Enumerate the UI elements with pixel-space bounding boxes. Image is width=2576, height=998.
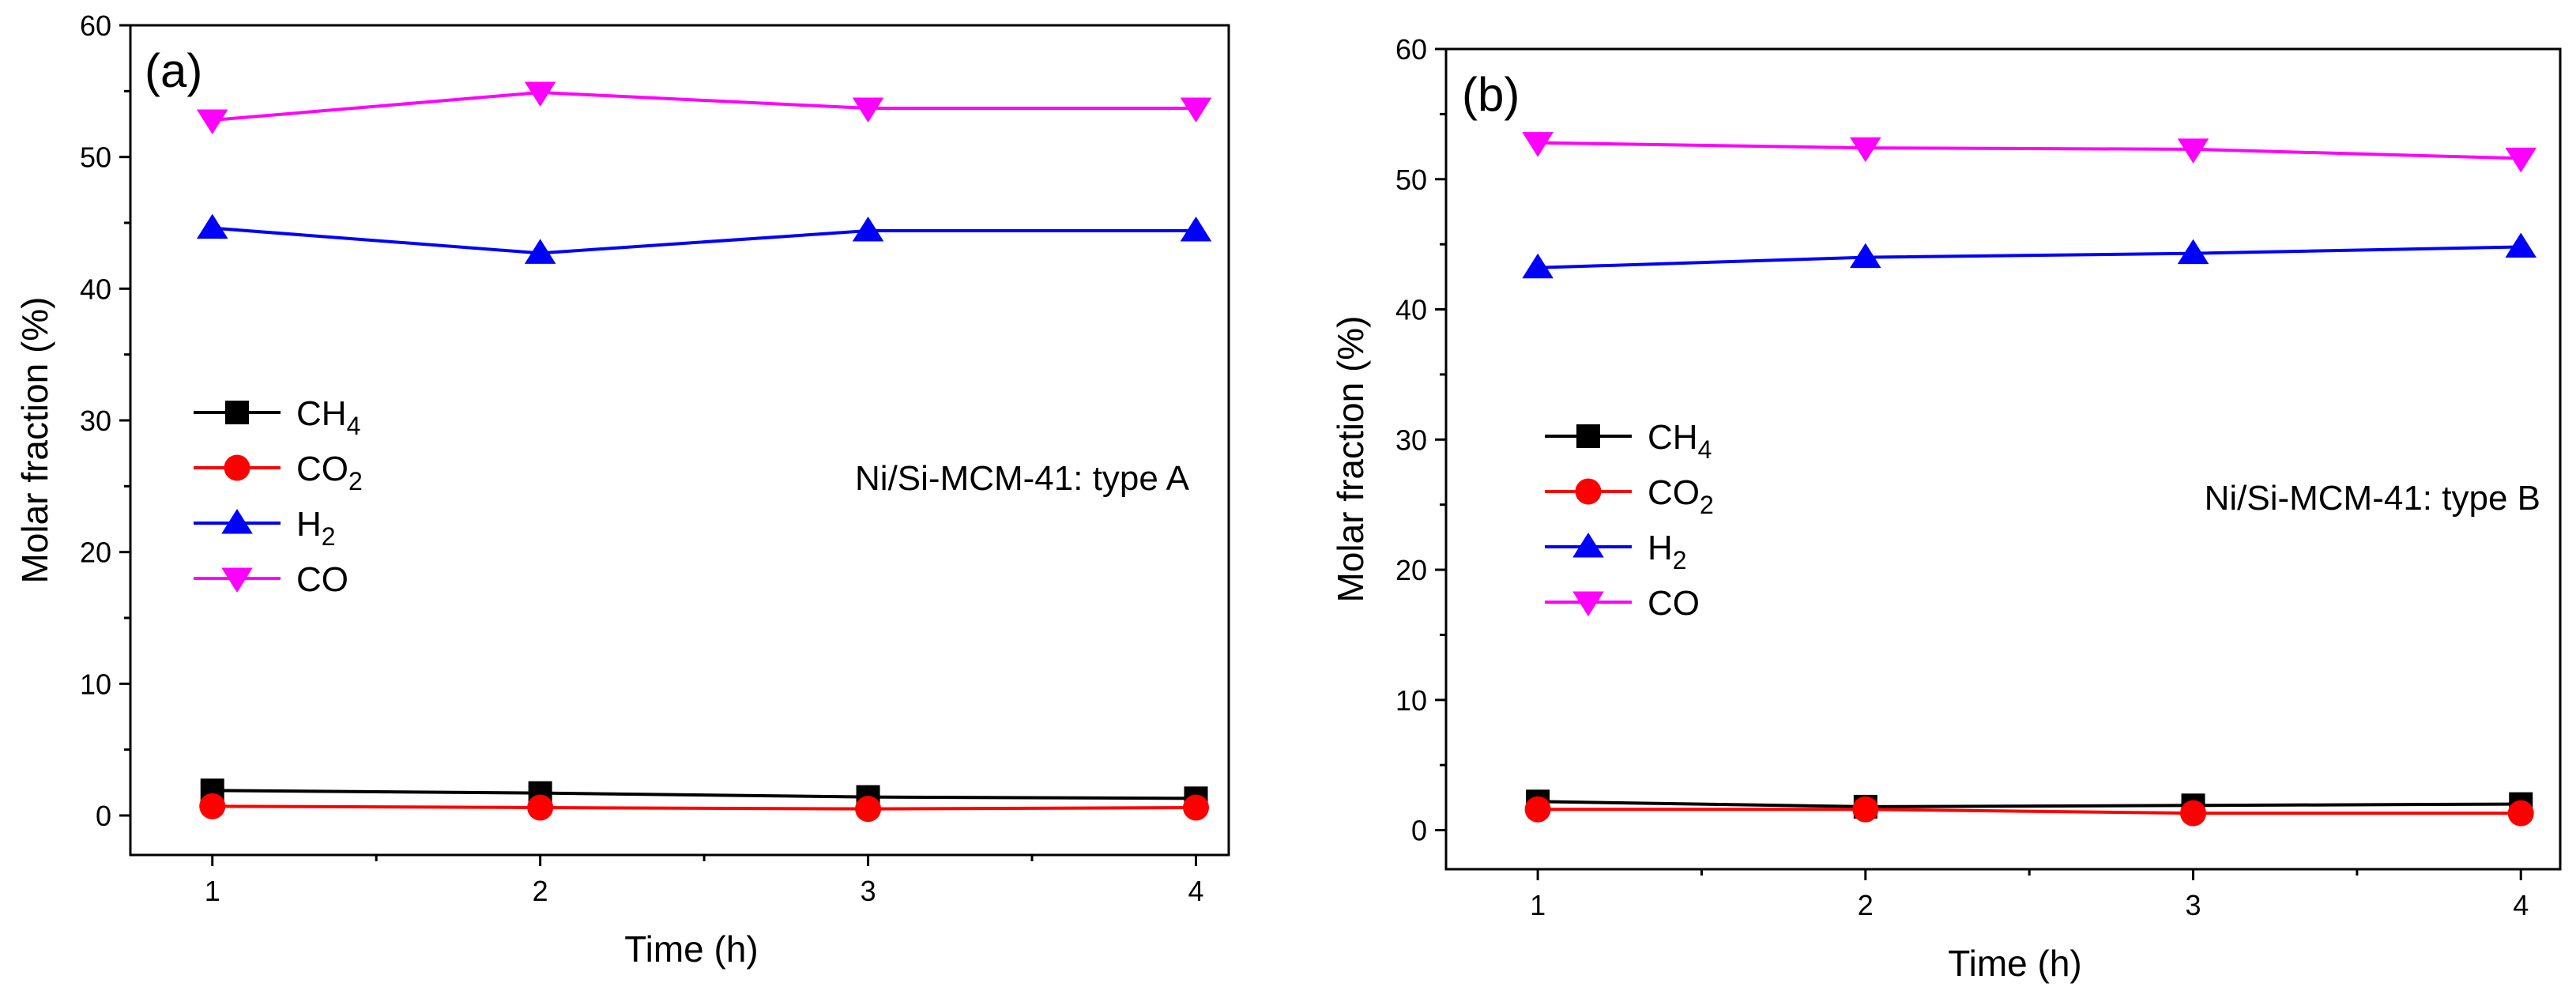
x-tick-label: 4 <box>1188 875 1203 907</box>
data-point-co2 <box>527 794 554 821</box>
y-axis-title: Molar fraction (%) <box>1330 316 1371 603</box>
legend-marker-h2 <box>221 509 253 534</box>
y-tick-label: 10 <box>80 668 111 700</box>
data-point-co2 <box>1852 796 1879 823</box>
y-tick-label: 30 <box>80 405 111 437</box>
y-tick-label: 50 <box>80 141 111 174</box>
data-point-h2 <box>1522 253 1554 279</box>
series-line-co2 <box>212 804 1196 811</box>
y-tick-label: 20 <box>1395 554 1427 586</box>
panel-label: (a) <box>145 44 202 97</box>
data-point-co <box>196 109 228 134</box>
data-point-co <box>524 81 556 107</box>
legend-marker-co <box>1572 591 1604 616</box>
legend-label-co: CO <box>296 560 348 599</box>
legend-label-h2: H2 <box>296 505 336 551</box>
series-line-co <box>1538 141 2521 160</box>
legend-label-ch4: CH4 <box>1648 418 1712 464</box>
data-point-co2 <box>1183 794 1210 821</box>
y-tick-label: 40 <box>1395 294 1427 326</box>
data-point-co2 <box>1524 796 1551 823</box>
legend-marker-ch4 <box>225 401 249 424</box>
legend-marker-co2 <box>224 454 250 481</box>
chart-panel-b: 0 10 20 30 40 50 60 1 2 3 4 Time (h) Molar fraction … <box>1330 33 2562 984</box>
plot-frame <box>129 24 1230 857</box>
y-tick-label: 10 <box>1395 684 1427 717</box>
x-tick-label: 3 <box>861 875 876 907</box>
plot-frame <box>1444 47 2562 871</box>
data-point-co2 <box>2180 800 2207 827</box>
data-point-co <box>1180 97 1212 122</box>
data-point-h2 <box>196 213 228 239</box>
chart-panel-a: 0 10 20 30 40 50 60 1 2 3 4 Time (h) Molar fraction … <box>14 9 1230 970</box>
legend-label-co: CO <box>1648 584 1700 623</box>
annotation-text: Ni/Si-MCM-41: type A <box>855 459 1190 498</box>
y-tick-label: 50 <box>1395 164 1427 196</box>
data-point-co2 <box>2507 800 2534 827</box>
legend-marker-co2 <box>1575 478 1602 505</box>
data-point-co <box>1522 132 1554 157</box>
y-tick-label: 60 <box>80 9 111 42</box>
legend-marker-ch4 <box>1576 424 1600 448</box>
x-tick-label: 4 <box>2513 889 2529 921</box>
annotation-text: Ni/Si-MCM-41: type B <box>2205 479 2540 518</box>
series-line-ch4 <box>1538 800 2521 808</box>
y-tick-label: 40 <box>80 273 111 305</box>
data-point-h2 <box>2505 232 2537 258</box>
panel-label: (b) <box>1462 68 1520 121</box>
x-tick-label: 3 <box>2186 889 2201 921</box>
data-point-h2 <box>1850 243 1881 269</box>
legend: CH4 CO2 H2 CO <box>194 394 363 599</box>
x-axis-title: Time (h) <box>624 928 759 970</box>
data-point-co2 <box>199 793 226 819</box>
y-axis-title: Molar fraction (%) <box>14 297 55 584</box>
legend-marker-h2 <box>1572 533 1604 558</box>
legend-label-co2: CO2 <box>1648 473 1714 519</box>
x-axis-title: Time (h) <box>1948 943 2082 984</box>
data-point-h2 <box>524 239 556 264</box>
data-point-h2 <box>1180 217 1212 242</box>
y-tick-label: 0 <box>96 800 111 832</box>
data-point-co <box>1850 137 1881 163</box>
series-line-h2 <box>212 226 1196 255</box>
y-tick-label: 30 <box>1395 424 1427 456</box>
data-point-co <box>2177 138 2209 164</box>
x-tick-label: 1 <box>1530 889 1546 921</box>
x-tick-label: 1 <box>205 875 220 907</box>
series-line-h2 <box>1538 245 2521 269</box>
legend-marker-co <box>221 567 253 593</box>
y-tick-label: 20 <box>80 537 111 569</box>
series-line-co2 <box>1538 808 2521 815</box>
x-tick-label: 2 <box>1858 889 1874 921</box>
data-point-h2 <box>2177 239 2209 265</box>
data-point-co <box>852 97 884 122</box>
data-point-h2 <box>852 217 884 242</box>
legend-label-ch4: CH4 <box>296 394 360 440</box>
y-tick-label: 0 <box>1411 815 1427 847</box>
data-point-co2 <box>855 796 882 823</box>
legend: CH4 CO2 H2 CO <box>1545 418 1714 623</box>
y-tick-label: 60 <box>1395 33 1427 66</box>
series-line-ch4 <box>212 789 1196 800</box>
x-tick-label: 2 <box>533 875 548 907</box>
data-point-co <box>2505 147 2537 173</box>
series-line-co <box>212 90 1196 122</box>
legend-label-h2: H2 <box>1648 529 1687 574</box>
legend-label-co2: CO2 <box>296 450 363 495</box>
